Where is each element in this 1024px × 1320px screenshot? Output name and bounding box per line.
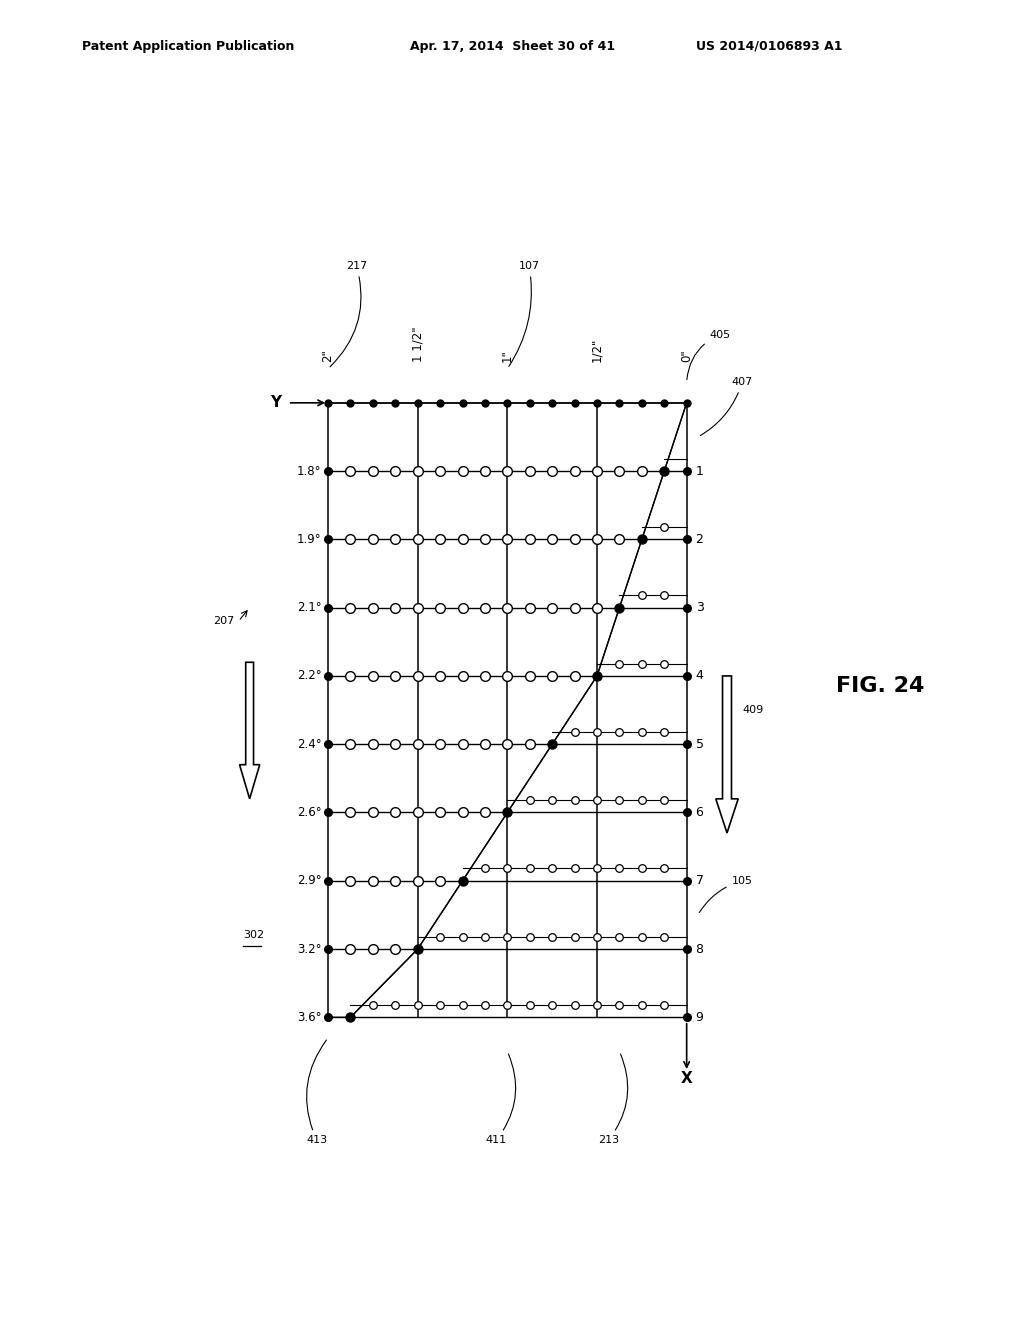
Text: 3.6°: 3.6°	[297, 1011, 322, 1024]
Text: Apr. 17, 2014  Sheet 30 of 41: Apr. 17, 2014 Sheet 30 of 41	[410, 40, 614, 53]
Text: 9: 9	[695, 1011, 703, 1024]
Text: 2.1°: 2.1°	[297, 601, 322, 614]
Text: 405: 405	[687, 330, 730, 380]
Text: 1.8°: 1.8°	[297, 465, 322, 478]
FancyArrow shape	[240, 663, 260, 799]
Text: 4: 4	[695, 669, 703, 682]
Text: 413: 413	[306, 1040, 328, 1146]
Text: 8: 8	[695, 942, 703, 956]
Text: 409: 409	[742, 705, 764, 715]
Text: X: X	[681, 1071, 692, 1085]
Text: 0": 0"	[680, 348, 693, 362]
Text: 1": 1"	[501, 348, 514, 362]
Text: 5: 5	[695, 738, 703, 751]
Text: US 2014/0106893 A1: US 2014/0106893 A1	[696, 40, 843, 53]
Text: 7: 7	[695, 874, 703, 887]
Text: 302: 302	[243, 931, 264, 940]
Text: 217: 217	[330, 261, 368, 367]
Text: 107: 107	[509, 261, 540, 367]
Text: 1 1/2": 1 1/2"	[412, 326, 424, 362]
Text: 407: 407	[700, 378, 753, 436]
Text: 207: 207	[213, 616, 233, 626]
Text: 2.6°: 2.6°	[297, 807, 322, 818]
Text: 2: 2	[695, 533, 703, 546]
FancyArrow shape	[716, 676, 738, 833]
Text: 1.9°: 1.9°	[297, 533, 322, 546]
Text: 2.4°: 2.4°	[297, 738, 322, 751]
Text: 105: 105	[699, 875, 753, 912]
Text: 1: 1	[695, 465, 703, 478]
Text: 1/2": 1/2"	[591, 338, 603, 362]
Text: Y: Y	[270, 395, 281, 411]
Text: 2": 2"	[322, 348, 335, 362]
Text: 6: 6	[695, 807, 703, 818]
Text: FIG. 24: FIG. 24	[837, 676, 925, 697]
Text: Patent Application Publication: Patent Application Publication	[82, 40, 294, 53]
Text: 213: 213	[598, 1053, 628, 1146]
Text: 411: 411	[485, 1053, 516, 1146]
Text: 2.2°: 2.2°	[297, 669, 322, 682]
Text: 2.9°: 2.9°	[297, 874, 322, 887]
Text: 3: 3	[695, 601, 703, 614]
Text: 3.2°: 3.2°	[297, 942, 322, 956]
